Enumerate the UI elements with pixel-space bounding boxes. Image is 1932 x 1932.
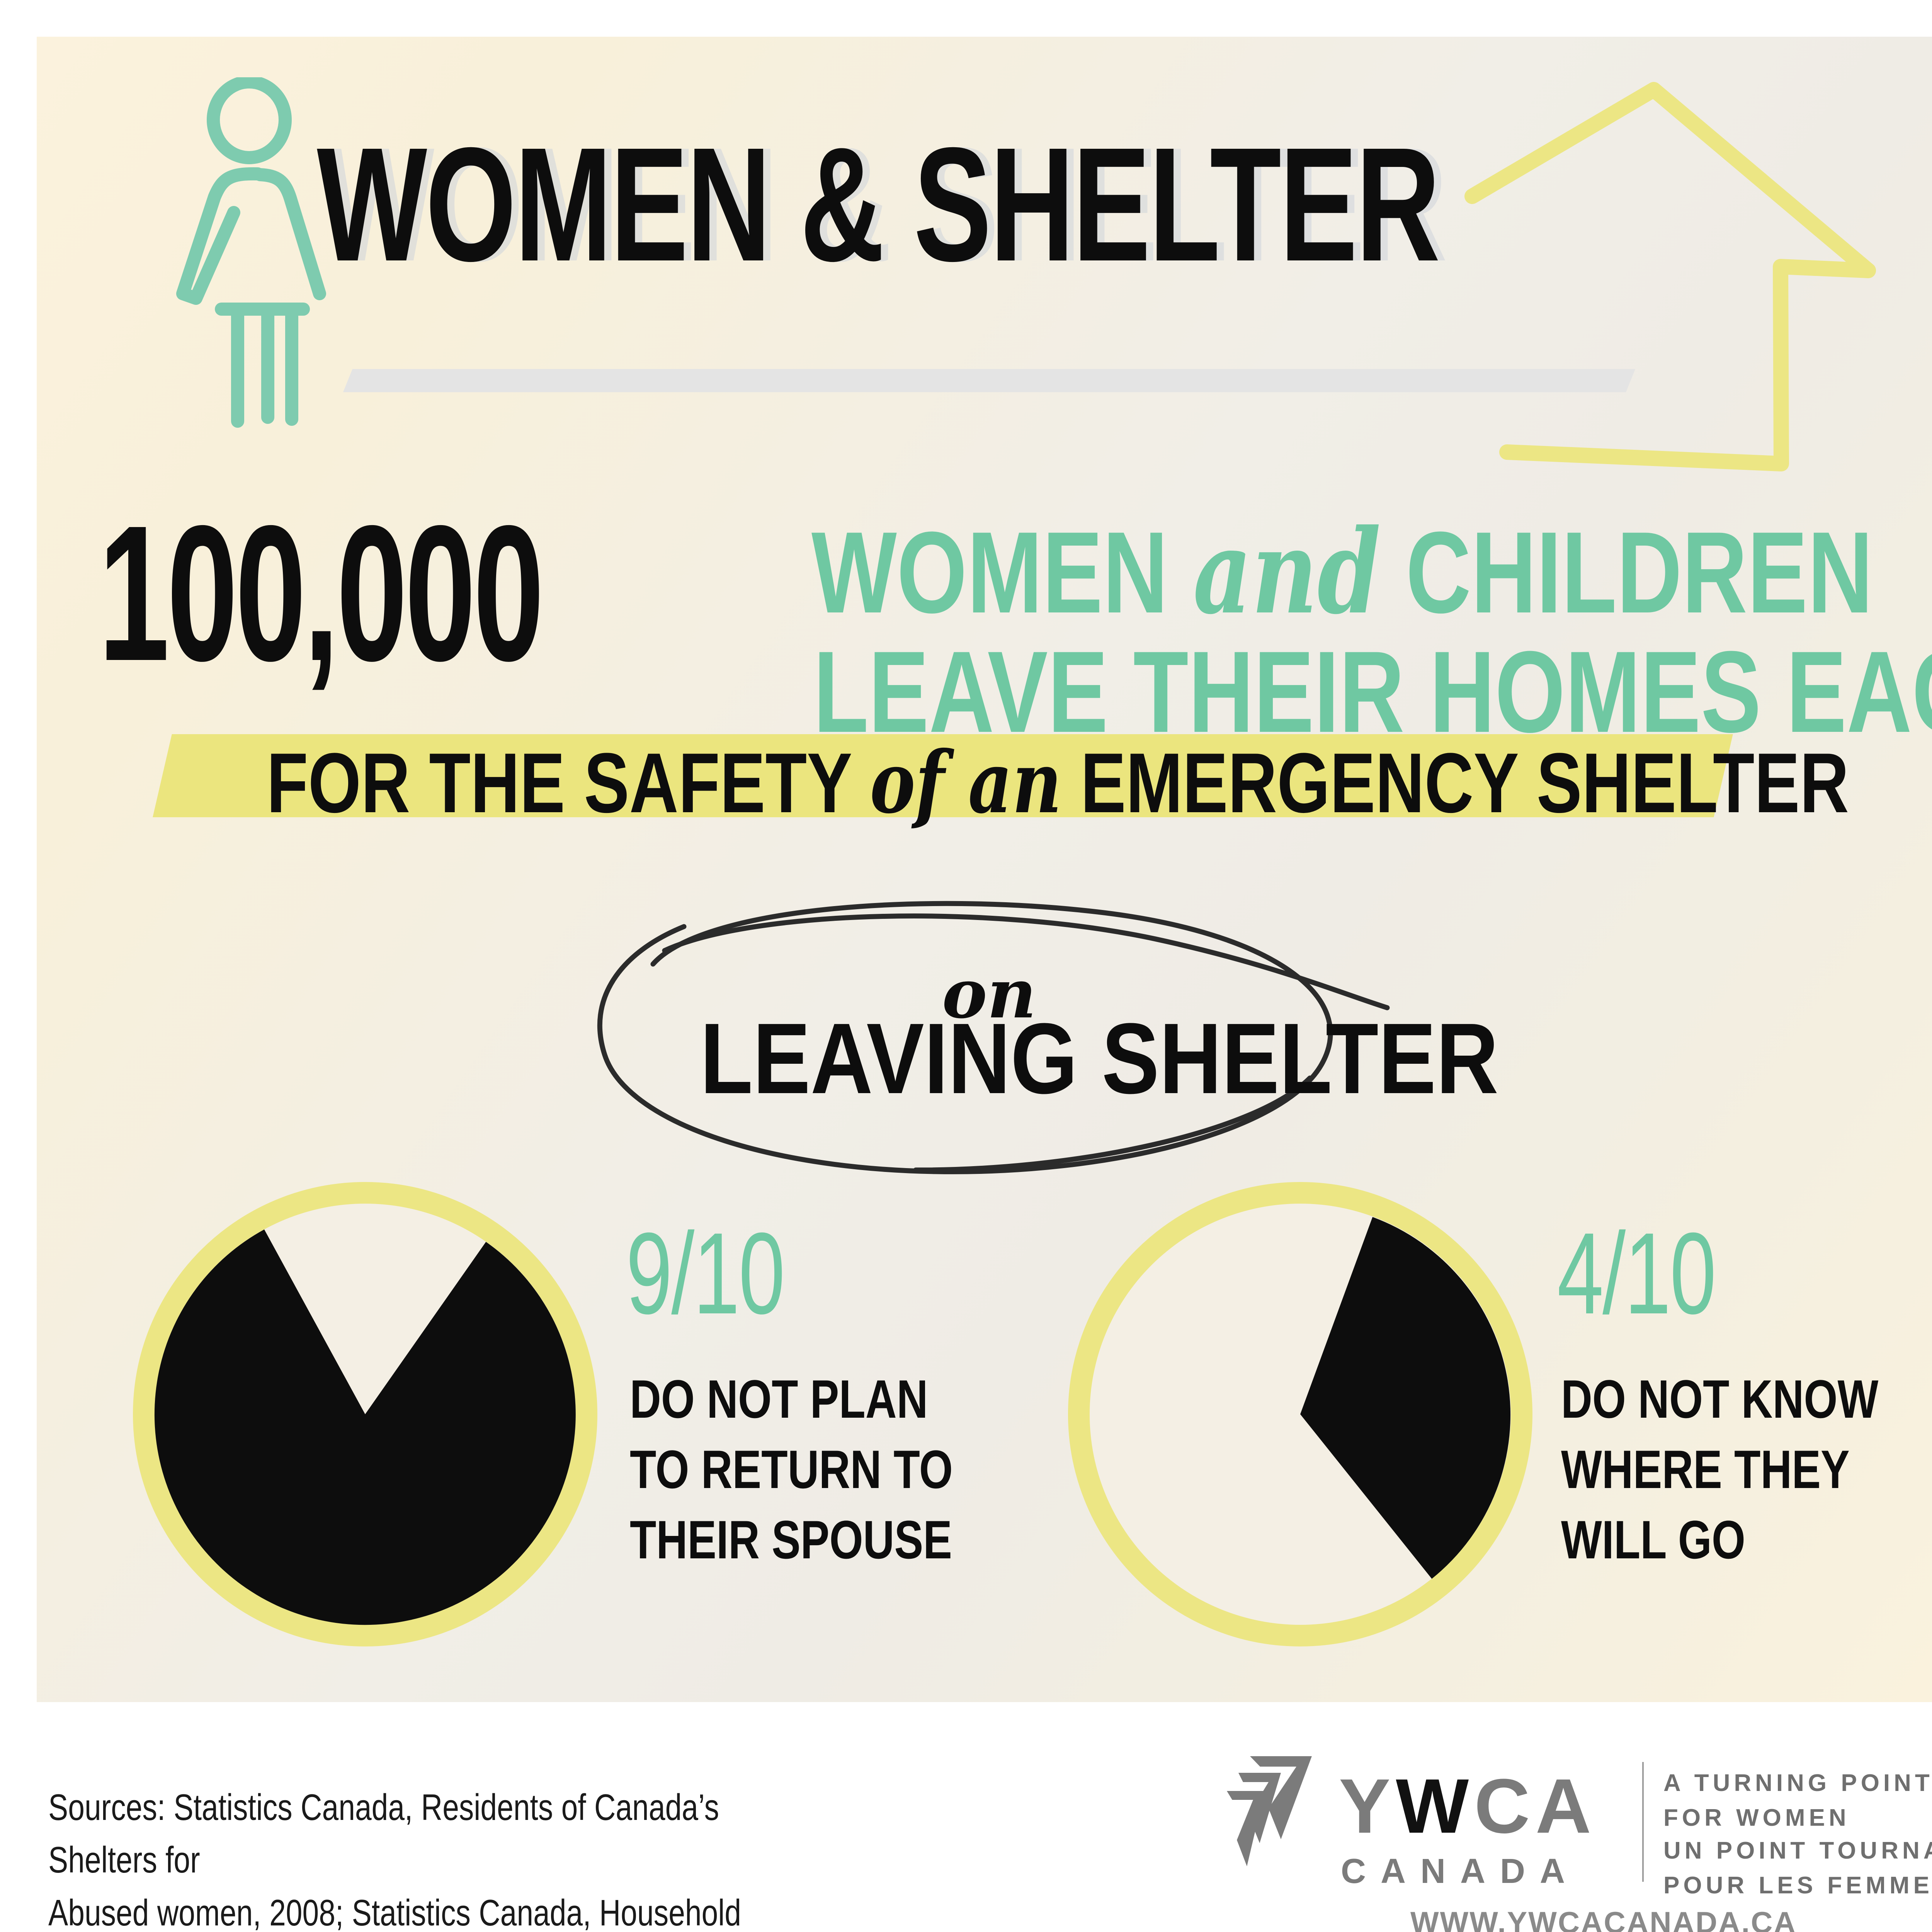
headline-and-script: and — [1193, 503, 1381, 640]
caption-line: DO NOT KNOW — [1561, 1369, 1879, 1429]
banner-text: FOR THE SAFETY of an EMERGENCY SHELTER — [267, 740, 1849, 826]
pie-caption-1: DO NOT PLAN TO RETURN TO THEIR SPOUSE — [630, 1364, 953, 1575]
headline-number: 100,000 — [99, 485, 544, 701]
pie-chart-4-of-10 — [1068, 1182, 1532, 1646]
tagline-line: FOR WOMEN — [1663, 1804, 1850, 1831]
banner-part-b: EMERGENCY SHELTER — [1061, 735, 1849, 830]
caption-line: THEIR SPOUSE — [630, 1509, 952, 1570]
house-outline-icon — [1464, 82, 1876, 471]
caption-line: TO RETURN TO — [630, 1439, 953, 1500]
sources-line: Abused women, 2008; Statistics Canada, H… — [48, 1892, 742, 1932]
pie-caption-2: DO NOT KNOW WHERE THEY WILL GO — [1561, 1364, 1878, 1575]
fraction-label-2: 4/10 — [1557, 1208, 1716, 1338]
headline-teal-line-1: WOMEN and CHILDREN — [811, 514, 1873, 631]
tagline-line: A TURNING POINT — [1663, 1770, 1932, 1796]
sources-text: Sources: Statistics Canada, Residents of… — [48, 1781, 806, 1932]
tagline-line: POUR LES FEMMES — [1663, 1872, 1932, 1899]
headline-children: CHILDREN — [1381, 507, 1873, 637]
subhead-main: LEAVING SHELTER — [700, 1003, 1499, 1115]
logo-url[interactable]: WWW.YWCACANADA.CA — [1410, 1905, 1797, 1932]
sources-line: Sources: Statistics Canada, Residents of… — [48, 1787, 719, 1881]
caption-line: DO NOT PLAN — [630, 1369, 928, 1429]
subhead-script-word: on — [942, 954, 1036, 1034]
banner-part-a: FOR THE SAFETY — [267, 735, 870, 830]
page-title: WOMEN & SHELTER — [317, 114, 1440, 295]
woman-figure-icon — [176, 77, 326, 428]
banner-of-an-script: of an — [870, 732, 1062, 832]
ywca-chevron-mark-icon — [1227, 1756, 1312, 1866]
caption-line: WILL GO — [1561, 1509, 1745, 1570]
logo-country: CANADA — [1341, 1852, 1580, 1891]
fraction-label-1: 9/10 — [626, 1208, 785, 1338]
logo-letter-y: Y — [1339, 1763, 1396, 1849]
logo-divider — [1642, 1762, 1644, 1882]
headline-teal-line-2: LEAVE THEIR HOMES EACH YEAR — [813, 627, 1932, 757]
logo-letters-ca: CA — [1474, 1763, 1597, 1849]
tagline-line: UN POINT TOURNANT — [1663, 1837, 1932, 1864]
title-shadow-bar — [343, 369, 1636, 392]
logo-tagline-en: A TURNING POINT FOR WOMEN — [1663, 1766, 1932, 1835]
logo-wordmark: YWCA — [1339, 1768, 1597, 1845]
caption-line: WHERE THEY — [1561, 1439, 1850, 1500]
logo-tagline-fr: UN POINT TOURNANT POUR LES FEMMES — [1663, 1833, 1932, 1903]
logo-letter-w: W — [1396, 1763, 1475, 1849]
headline-women: WOMEN — [811, 507, 1193, 637]
ywca-logo[interactable]: YWCA CANADA A TURNING POINT FOR WOMEN UN… — [1223, 1750, 1932, 1932]
pie-chart-9-of-10 — [133, 1182, 597, 1646]
hand-drawn-circle-annotation — [597, 901, 1390, 1174]
